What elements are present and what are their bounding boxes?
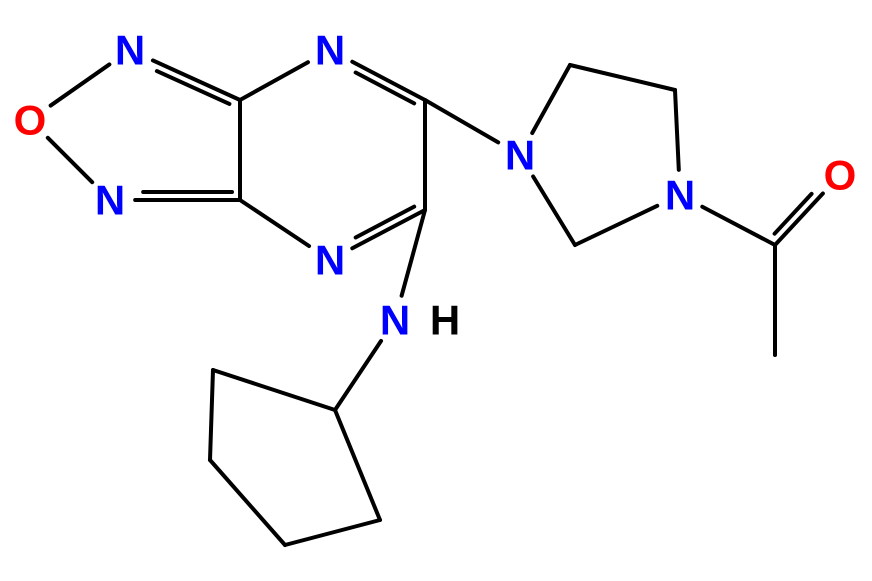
atom-N: N: [95, 177, 125, 224]
bond: [285, 520, 380, 545]
atom-H: H: [430, 297, 460, 344]
atom-N: N: [380, 297, 410, 344]
bond: [210, 370, 213, 460]
atom-N: N: [665, 172, 695, 219]
molecule-diagram: ONNNNNNHNO: [0, 0, 872, 581]
bond: [240, 200, 309, 246]
atom-N: N: [505, 132, 535, 179]
bond: [335, 341, 381, 410]
bond: [570, 65, 675, 90]
atom-N: N: [315, 237, 345, 284]
bond: [210, 460, 285, 545]
bond: [575, 206, 657, 245]
atom-O: O: [824, 152, 857, 199]
bond: [157, 71, 230, 104]
bond: [675, 90, 679, 170]
bond: [533, 177, 575, 246]
bond: [532, 65, 570, 133]
bond: [425, 100, 498, 142]
atom-N: N: [115, 27, 145, 74]
bond: [213, 370, 335, 410]
bond: [702, 207, 775, 245]
bond: [51, 64, 110, 105]
bond: [335, 410, 380, 520]
bond: [48, 138, 92, 182]
bond: [153, 60, 240, 100]
bond: [240, 62, 308, 100]
bond: [402, 210, 425, 296]
atom-N: N: [315, 27, 345, 74]
bond: [352, 62, 425, 100]
bond: [775, 193, 823, 245]
atom-O: O: [14, 97, 47, 144]
